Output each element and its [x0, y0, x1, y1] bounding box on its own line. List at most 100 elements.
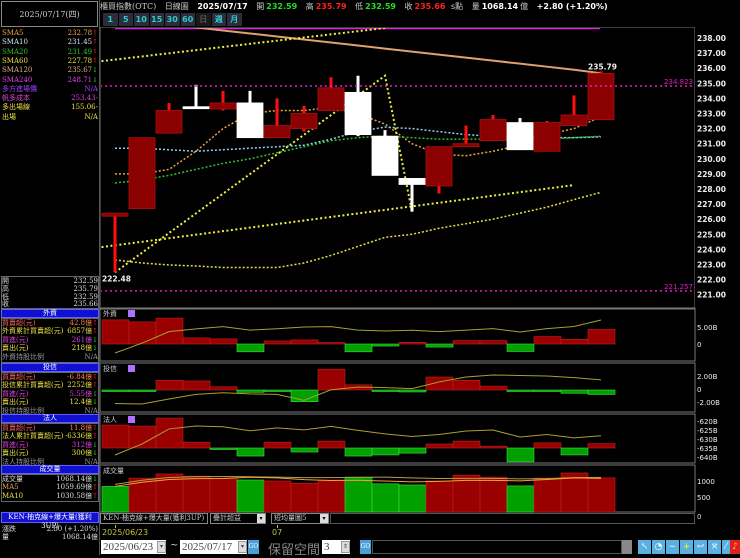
tab-0[interactable]: 1: [103, 13, 118, 26]
sub-bar: [479, 445, 508, 449]
candle-body: [371, 135, 399, 176]
section-header: 外資: [1, 309, 99, 318]
candle-body: [317, 87, 345, 111]
panel-settings-icon[interactable]: [128, 365, 135, 372]
sub-y-tick: 0: [697, 386, 701, 394]
sub-bar: [533, 389, 562, 392]
y-tick-label: 235.00: [697, 79, 726, 88]
candle-body: [506, 122, 534, 151]
sub-bar: [236, 343, 265, 353]
sub-bar: [425, 480, 454, 513]
low-value: 232.59: [365, 2, 396, 11]
panel-settings-icon[interactable]: [128, 416, 135, 423]
tab-5[interactable]: 60: [180, 13, 195, 26]
tab-6[interactable]: 日: [196, 13, 211, 26]
scroll-track[interactable]: [372, 540, 622, 554]
candle-body: [182, 106, 210, 110]
alert-bell-icon[interactable]: ♪: [730, 540, 740, 554]
candle-body: [479, 119, 507, 142]
section-row: 買賣超(元) -6.84億↑: [2, 373, 98, 381]
tab-8[interactable]: 月: [227, 13, 242, 26]
sub-bar: [290, 447, 319, 453]
quote-header: 櫃買指數(OTC) 日線圖 2025/07/17 開 232.59 高 235.79…: [100, 2, 608, 11]
chart-area[interactable]: 238.00 237.00 236.00 235.00 234.00 233.00 232.…: [100, 27, 740, 514]
ma-row: SMA5 232.78↑: [2, 29, 98, 37]
y-tick-label: 221.00: [697, 291, 726, 300]
sub-panel-border: [100, 362, 696, 413]
volume-select[interactable]: 短均量圖5 ▾: [271, 513, 329, 524]
sub-bar: [371, 447, 400, 456]
sub-bar: [182, 337, 211, 345]
y-tick-label: 236.00: [697, 64, 726, 73]
sub-bar: [533, 477, 562, 513]
ma-row: SMA60 227.78↑: [2, 56, 98, 65]
zoom-out-icon[interactable]: −: [666, 540, 679, 554]
section-row: 買賣超(元) 42.8億↑: [2, 319, 98, 327]
sub-panel-title: 成交量: [103, 466, 124, 475]
tab-1[interactable]: 5: [118, 13, 133, 26]
chevron-down-icon[interactable]: ▾: [257, 514, 265, 523]
tab-2[interactable]: 10: [134, 13, 149, 26]
sub-y-tick: -620B: [697, 418, 718, 426]
candle-body: [560, 114, 588, 126]
ma-line-sma60: [114, 191, 602, 269]
sub-y-tick: -630B: [697, 436, 718, 444]
draw-icon[interactable]: ⁄: [722, 540, 730, 554]
to-date-input[interactable]: 2025/07/17 ▾: [180, 540, 247, 554]
trendline: [114, 74, 413, 274]
high-label: 235.79: [588, 62, 617, 71]
chevron-down-icon[interactable]: ▾: [320, 514, 328, 523]
indicator-select[interactable]: 疊計超益 ▾: [210, 513, 266, 524]
clock-icon[interactable]: ◔: [652, 540, 665, 554]
section-row: MA5 1059.69億↑: [2, 483, 98, 492]
sub-bar: [587, 477, 616, 513]
reserve-input[interactable]: 3 ⇕: [322, 540, 350, 554]
ma-line-sma120: [192, 28, 602, 75]
date-range-separator: ~: [170, 540, 179, 551]
section-row: 買進(元) 312億↓: [2, 440, 98, 449]
sub-bar: [101, 319, 130, 345]
go-button-2[interactable]: GO: [360, 540, 371, 554]
zoom-in-icon[interactable]: +: [680, 540, 693, 554]
panel-settings-icon[interactable]: [128, 310, 135, 317]
section-row: 賣出(元) 218億↓: [2, 344, 98, 353]
sub-bar: [479, 340, 508, 345]
change-row: 漲跌 2.80 (+1.20%): [2, 525, 98, 533]
sub-bar: [101, 424, 130, 449]
sub-bar: [263, 480, 292, 513]
candle-body: [344, 91, 372, 136]
sub-y-tick: -625B: [697, 427, 718, 435]
ma-row: SMA240 248.71↓: [2, 75, 98, 84]
high-value: 235.79: [315, 2, 347, 11]
candle-body: [452, 143, 480, 148]
sub-bar: [317, 368, 346, 391]
fit-icon[interactable]: ⤧: [708, 540, 721, 554]
reset-icon[interactable]: ↩: [694, 540, 707, 554]
chevron-down-icon[interactable]: ▾: [157, 541, 166, 553]
sub-bar: [398, 341, 427, 345]
chevron-down-icon[interactable]: ▾: [238, 541, 247, 553]
pointer-icon[interactable]: ↖: [638, 540, 651, 554]
y-tick-label: 230.00: [697, 155, 726, 164]
ohlc-box: [1, 276, 99, 309]
sub-y-tick: 500: [697, 494, 710, 502]
y-tick-label: 238.00: [697, 34, 726, 43]
date-axis-start: 2025/06/23: [102, 528, 149, 537]
tab-4[interactable]: 30: [165, 13, 180, 26]
sub-bar: [155, 417, 184, 449]
scrollbar-thumb[interactable]: [622, 540, 632, 554]
low-label: 222.48: [102, 274, 131, 283]
tab-7[interactable]: 週: [211, 13, 226, 26]
tab-3[interactable]: 15: [149, 13, 164, 26]
candle-body: [398, 178, 426, 185]
from-date-input[interactable]: 2025/06/23 ▾: [101, 540, 166, 554]
section-header: 成交量: [1, 465, 99, 474]
y-tick-label: 232.00: [697, 125, 726, 134]
go-button[interactable]: GO: [248, 540, 259, 554]
sub-bar: [371, 343, 400, 347]
spinner-icon[interactable]: ⇕: [341, 541, 350, 553]
strategy-select[interactable]: KEN-柚克線+爆大量(獲利3UP): [100, 513, 208, 524]
sub-bar: [452, 474, 481, 513]
sub-bar: [290, 389, 319, 402]
ohlc-row: 開 232.59: [2, 277, 98, 285]
